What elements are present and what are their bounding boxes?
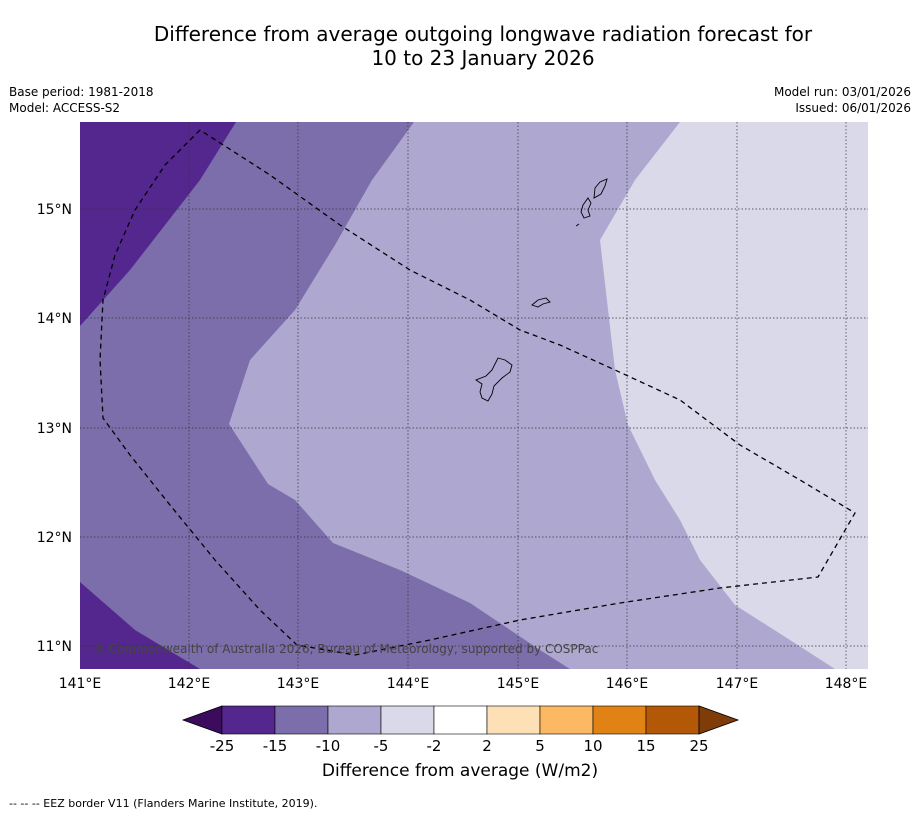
meta-left: Base period: 1981-2018 Model: ACCESS-S2 xyxy=(9,84,154,116)
eez-border xyxy=(99,129,856,656)
meta-right: Model run: 03/01/2026 Issued: 06/01/2026 xyxy=(774,84,911,116)
lon-label-144: 144°E xyxy=(387,676,430,692)
rota-island xyxy=(531,297,551,308)
model-name: Model: ACCESS-S2 xyxy=(9,101,121,115)
colorbar-segment xyxy=(645,705,700,735)
colorbar-tick-label: -15 xyxy=(262,737,288,755)
colorbar-segment xyxy=(221,705,276,735)
issued-date: Issued: 06/01/2026 xyxy=(795,101,911,115)
aguijan-island xyxy=(575,223,580,227)
colorbar-segment xyxy=(486,705,541,735)
colorbar-title: Difference from average (W/m2) xyxy=(321,761,599,781)
colorbar-tick-label: 5 xyxy=(535,737,545,755)
lat-label-14: 14°N xyxy=(37,311,72,327)
lon-label-145: 145°E xyxy=(497,676,540,692)
colorbar-segment xyxy=(274,705,329,735)
colorbar xyxy=(181,705,740,735)
graticule xyxy=(80,122,868,669)
model-run: Model run: 03/01/2026 xyxy=(773,85,911,99)
colorbar-tick-label: -10 xyxy=(315,737,341,755)
lat-label-11: 11°N xyxy=(37,639,72,655)
colorbar-tick-label: 15 xyxy=(636,737,656,755)
islands xyxy=(475,178,608,402)
lon-label-142: 142°E xyxy=(168,676,211,692)
lat-label-12: 12°N xyxy=(37,530,72,546)
guam-island xyxy=(475,357,513,402)
copyright-text: © Commonwealth of Australia 2026, Bureau… xyxy=(93,642,598,656)
colorbar-segment xyxy=(327,705,382,735)
colorbar-tick-label: 10 xyxy=(583,737,603,755)
lat-label-13: 13°N xyxy=(37,421,72,437)
lat-label-15: 15°N xyxy=(37,202,72,218)
colorbar-tick-label: -5 xyxy=(373,737,389,755)
base-period: Base period: 1981-2018 xyxy=(9,85,154,99)
lon-label-148: 148°E xyxy=(825,676,868,692)
lon-label-143: 143°E xyxy=(277,676,320,692)
latitude-labels: 15°N 14°N 13°N 12°N 11°N xyxy=(37,202,72,655)
colorbar-tick-label: 25 xyxy=(689,737,709,755)
colorbar-extend-high xyxy=(698,705,740,735)
colorbar-segment xyxy=(433,705,488,735)
map-title: Difference from average outgoing longwav… xyxy=(0,22,919,70)
colorbar-segment xyxy=(592,705,647,735)
lon-label-141: 141°E xyxy=(59,676,102,692)
colorbar-segment xyxy=(539,705,594,735)
colorbar-extend-low xyxy=(181,705,223,735)
colorbar-tick-label: -25 xyxy=(209,737,235,755)
anomaly-band-minus5-minus2 xyxy=(600,122,868,669)
lon-label-147: 147°E xyxy=(716,676,759,692)
title-line-2: 10 to 23 January 2026 xyxy=(371,46,595,70)
anomaly-band-minus25-minus15-north xyxy=(80,122,236,326)
colorbar-tick-label: 2 xyxy=(482,737,492,755)
legend-note: -- -- -- EEZ border V11 (Flanders Marine… xyxy=(9,797,318,810)
saipan-island xyxy=(593,178,608,199)
lon-label-146: 146°E xyxy=(606,676,649,692)
colorbar-tick-label: -2 xyxy=(426,737,442,755)
title-line-1: Difference from average outgoing longwav… xyxy=(153,22,813,46)
colorbar-segment xyxy=(380,705,435,735)
tinian-island xyxy=(580,197,592,219)
anomaly-band-minus25-minus15-south xyxy=(80,582,200,669)
longitude-labels: 141°E 142°E 143°E 144°E 145°E 146°E 147°… xyxy=(59,676,868,692)
olr-anomaly-field xyxy=(80,122,868,669)
